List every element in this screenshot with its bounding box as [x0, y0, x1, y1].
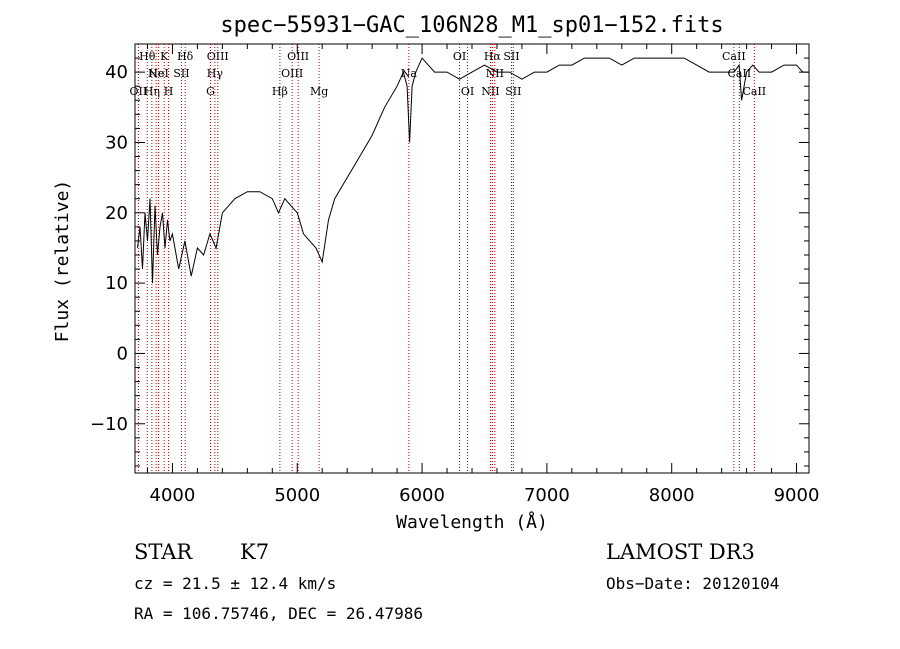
y-axis-ticks: −10 0 10 20 30 40: [90, 43, 809, 467]
line-label-24: CaII: [722, 50, 746, 63]
x-tick-label-0: 4000: [150, 485, 196, 506]
y-tick-label-5: 40: [105, 62, 128, 83]
y-tick-label-0: −10: [90, 414, 128, 435]
x-tick-label-4: 8000: [649, 485, 695, 506]
redshift-velocity: cz = 21.5 ± 12.4 km/s: [134, 574, 337, 593]
spectral-line-labels: OIIHθHηNeHeIKHSIIHδGHγOIIIHβOIIIOIIIMgNa…: [130, 50, 767, 98]
y-tick-label-1: 0: [117, 343, 128, 364]
object-class: STAR: [134, 540, 193, 564]
x-tick-label-5: 9000: [774, 485, 820, 506]
line-label-13: OIII: [281, 67, 303, 80]
chart-title: spec−55931−GAC_106N28_M1_sp01−152.fits: [220, 13, 723, 38]
spectrum-line: [137, 57, 809, 284]
y-axis-label: Flux (relative): [52, 180, 73, 343]
line-label-11: OIII: [207, 50, 229, 63]
x-tick-label-3: 7000: [524, 485, 570, 506]
plot-frame: [134, 43, 810, 474]
line-label-15: Mg: [310, 85, 328, 98]
line-label-4: HeI: [148, 67, 168, 80]
line-label-7: SII: [173, 67, 189, 80]
y-tick-label-4: 30: [105, 132, 128, 153]
sky-coordinates: RA = 106.75746, DEC = 26.47986: [134, 604, 423, 623]
line-label-3: Ne: [148, 67, 164, 80]
x-tick-label-2: 6000: [399, 485, 445, 506]
line-label-26: CaII: [742, 85, 766, 98]
line-label-21: NII: [486, 67, 504, 80]
x-axis-label: Wavelength (Å): [396, 511, 548, 533]
observation-date: Obs−Date: 20120104: [606, 574, 780, 593]
line-label-22: SII: [503, 50, 519, 63]
line-label-14: OIII: [287, 50, 309, 63]
survey-name: LAMOST DR3: [606, 540, 755, 564]
line-label-23: SII: [505, 85, 521, 98]
line-label-19: NII: [481, 85, 499, 98]
line-label-6: H: [164, 85, 174, 98]
spectral-line-markers: [137, 44, 755, 473]
y-tick-label-2: 10: [105, 273, 128, 294]
line-label-18: OI: [461, 85, 474, 98]
x-axis-ticks: 4000 5000 6000 7000 8000 9000: [146, 44, 820, 506]
object-subclass: K7: [240, 540, 270, 564]
line-label-9: G: [206, 85, 215, 98]
line-label-5: K: [160, 50, 169, 63]
y-tick-label-3: 20: [105, 203, 128, 224]
line-label-2: Hη: [144, 85, 160, 98]
line-label-1: Hθ: [139, 50, 156, 63]
line-label-17: OI: [453, 50, 466, 63]
line-label-12: Hβ: [272, 85, 288, 98]
line-label-0: OII: [130, 85, 148, 98]
line-label-10: Hγ: [207, 67, 224, 80]
line-label-20: Hα: [484, 50, 502, 63]
x-tick-label-1: 5000: [274, 485, 320, 506]
line-label-8: Hδ: [177, 50, 194, 63]
